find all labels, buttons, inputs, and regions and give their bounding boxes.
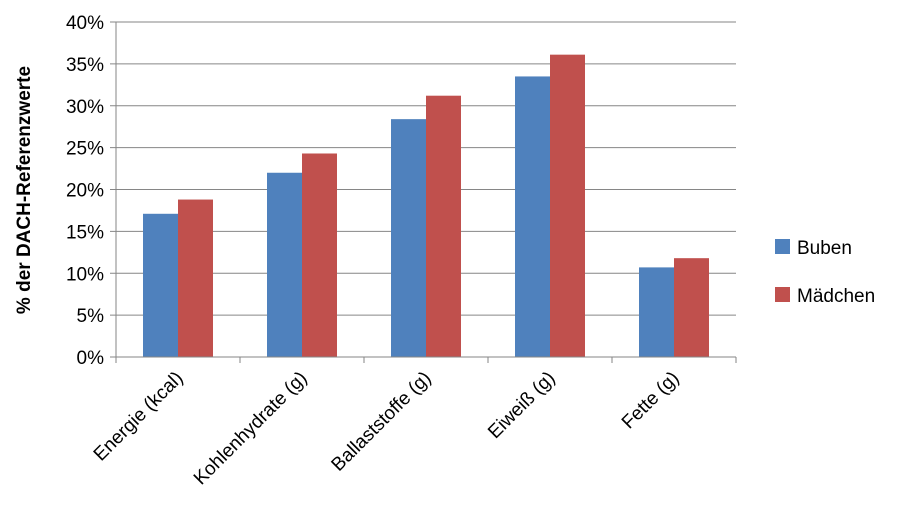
- x-tick-label: Ballaststoffe (g): [328, 368, 436, 476]
- x-tick-label: Energie (kcal): [90, 368, 188, 466]
- y-tick-label: 30%: [66, 97, 104, 118]
- legend-label: Mädchen: [797, 286, 875, 307]
- legend-swatch: [775, 239, 790, 254]
- bar-mädchen: [674, 258, 709, 357]
- bar-buben: [391, 119, 426, 358]
- legend: Buben Mädchen: [775, 238, 875, 307]
- x-tick-label: Eiweiß (g): [484, 368, 559, 443]
- y-tick-label: 35%: [66, 55, 104, 76]
- y-tick-label: 25%: [66, 139, 104, 160]
- bar-mädchen: [426, 95, 461, 357]
- y-tick-label: 40%: [66, 13, 104, 34]
- x-tick-labels: Energie (kcal) Kohlenhydrate (g) Ballastst…: [90, 368, 684, 490]
- x-tick-label: Kohlenhydrate (g): [190, 368, 312, 490]
- y-tick-label: 5%: [77, 306, 105, 327]
- y-tick-label: 10%: [66, 264, 104, 285]
- y-tick-label: 15%: [66, 222, 104, 243]
- y-tick-label: 20%: [66, 181, 104, 202]
- y-tick-label: 0%: [77, 348, 105, 369]
- bar-mädchen: [178, 199, 213, 357]
- axes: [115, 22, 737, 363]
- bar-buben: [639, 267, 674, 357]
- legend-swatch: [775, 287, 790, 302]
- bar-buben: [267, 172, 302, 357]
- bar-buben: [143, 213, 178, 357]
- bar-mädchen: [550, 54, 585, 357]
- y-tick-labels: 0% 5% 10% 15% 20% 25% 30% 35% 40%: [66, 13, 104, 369]
- bar-mädchen: [302, 153, 337, 357]
- bar-buben: [515, 76, 550, 357]
- y-axis-title: % der DACH-Referenzwerte: [14, 66, 35, 314]
- bars: [143, 54, 709, 358]
- legend-label: Buben: [797, 238, 852, 259]
- x-tick-label: Fette (g): [618, 368, 684, 434]
